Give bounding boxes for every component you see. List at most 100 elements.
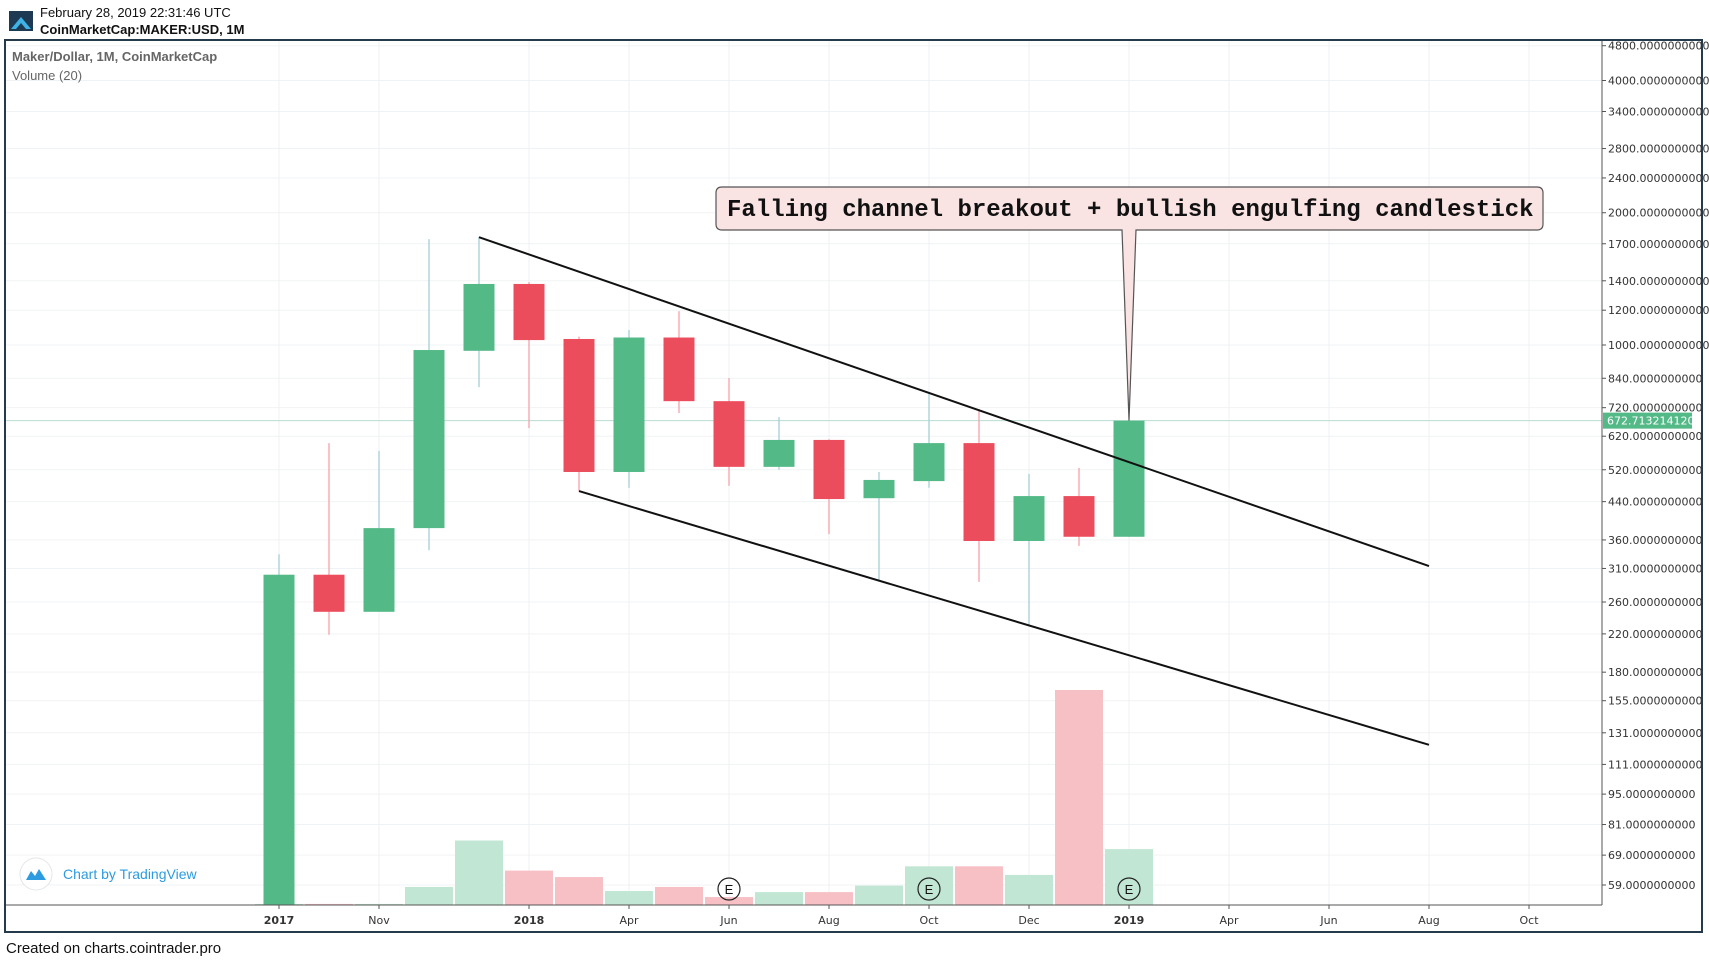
volume-bar — [1055, 690, 1103, 905]
time-tick-label: Dec — [1018, 914, 1039, 927]
tradingview-logo — [9, 11, 33, 31]
volume-bar — [305, 903, 353, 905]
price-tick-label: 131.0000000000 — [1608, 727, 1702, 740]
annotation[interactable]: Falling channel breakout + bullish engul… — [715, 186, 1544, 421]
price-tick-label: 155.0000000000 — [1608, 695, 1702, 708]
trendline — [478, 236, 1430, 567]
last-price-badge: 672.7132141200 — [1603, 412, 1701, 429]
watermark-text[interactable]: Chart by TradingView — [63, 866, 197, 882]
bearish-candle — [313, 574, 345, 612]
time-tick-label: 2018 — [514, 914, 545, 927]
last-price-bg — [1603, 412, 1692, 429]
last-price-label: 672.7132141200 — [1607, 415, 1701, 428]
bullish-candle — [263, 574, 295, 905]
tradingview-cloud-icon — [19, 857, 53, 891]
time-tick-label: Oct — [1519, 914, 1539, 927]
price-tick-label: 111.0000000000 — [1608, 758, 1702, 771]
grid — [6, 41, 1602, 905]
bullish-candle — [863, 479, 895, 499]
volume-series — [255, 690, 1153, 905]
footer-credit: Created on charts.cointrader.pro — [6, 940, 222, 957]
volume-bar — [355, 903, 403, 905]
bullish-candle — [763, 439, 795, 467]
price-tick-label: 3400.0000000000 — [1608, 105, 1709, 118]
event-label: E — [1125, 882, 1134, 897]
time-tick-label: Jun — [1319, 914, 1337, 927]
trendlines[interactable] — [478, 236, 1430, 746]
timestamp: February 28, 2019 22:31:46 UTC — [40, 5, 231, 20]
time-tick-label: Aug — [1418, 914, 1439, 927]
price-tick-label: 1200.0000000000 — [1608, 304, 1709, 317]
earnings-event-icon — [917, 877, 941, 901]
event-label: E — [725, 882, 734, 897]
volume-bar — [455, 840, 503, 905]
volume-bar — [555, 877, 603, 905]
price-tick-label: 59.0000000000 — [1608, 879, 1695, 892]
bearish-candle — [563, 338, 595, 472]
bearish-candle — [1063, 496, 1095, 537]
price-tick-label: 2800.0000000000 — [1608, 143, 1709, 156]
time-tick-label: Jun — [719, 914, 737, 927]
bearish-candle — [663, 337, 695, 402]
bullish-candle — [613, 337, 645, 472]
price-tick-label: 2400.0000000000 — [1608, 172, 1709, 185]
chart-frame — [4, 39, 1703, 933]
price-tick-label: 1400.0000000000 — [1608, 275, 1709, 288]
price-tick-label: 840.0000000000 — [1608, 372, 1702, 385]
volume-bar — [905, 866, 953, 905]
price-tick-label: 260.0000000000 — [1608, 596, 1702, 609]
volume-bar — [855, 885, 903, 905]
price-tick-label: 220.0000000000 — [1608, 628, 1702, 641]
time-tick-label: Apr — [1219, 914, 1239, 927]
price-tick-label: 95.0000000000 — [1608, 788, 1695, 801]
time-tick-label: Oct — [919, 914, 939, 927]
time-tick-label: 2019 — [1114, 914, 1145, 927]
volume-bar — [505, 870, 553, 905]
price-tick-label: 520.0000000000 — [1608, 464, 1702, 477]
bullish-candle — [363, 528, 395, 612]
price-axis[interactable]: 4800.0000000000 4000.0000000000 3400.00000… — [1602, 40, 1709, 892]
price-tick-label: 440.0000000000 — [1608, 496, 1702, 509]
event-label: E — [925, 882, 934, 897]
time-tick-label: 2017 — [264, 914, 295, 927]
bearish-candle — [513, 283, 545, 341]
price-tick-label: 69.0000000000 — [1608, 849, 1695, 862]
price-tick-label: 720.0000000000 — [1608, 402, 1702, 415]
candle-series — [263, 237, 1145, 905]
time-tick-label: Nov — [368, 914, 390, 927]
price-tick-label: 1000.0000000000 — [1608, 339, 1709, 352]
price-tick-label: 4800.0000000000 — [1608, 40, 1709, 53]
volume-bar — [705, 897, 753, 905]
price-tick-label: 310.0000000000 — [1608, 562, 1702, 575]
bullish-candle — [413, 350, 445, 529]
price-tick-label: 620.0000000000 — [1608, 430, 1702, 443]
time-axis[interactable]: 2017 Nov 2018 Apr Jun Aug Oct Dec 2019 Apr Jun Aug O… — [264, 905, 1540, 927]
volume-bar — [805, 892, 853, 905]
bearish-candle — [963, 443, 995, 541]
cloud-chart-glyph — [26, 869, 46, 880]
trendline — [578, 490, 1430, 746]
volume-bar — [955, 866, 1003, 905]
volume-bar — [605, 891, 653, 905]
volume-bar — [1105, 849, 1153, 905]
time-tick-label: Apr — [619, 914, 639, 927]
time-tick-label: Aug — [818, 914, 839, 927]
earnings-event-icon — [1117, 877, 1141, 901]
bullish-candle — [913, 443, 945, 482]
symbol-label: CoinMarketCap:MAKER:USD, 1M — [40, 22, 245, 37]
price-tick-label: 180.0000000000 — [1608, 666, 1702, 679]
annotation-callout — [715, 186, 1544, 421]
volume-bar — [1005, 874, 1053, 905]
annotation-text: Falling channel breakout + bullish engul… — [727, 197, 1534, 224]
price-tick-label: 360.0000000000 — [1608, 534, 1702, 547]
tradingview-watermark[interactable]: Chart by TradingView — [19, 857, 197, 891]
price-tick-label: 2000.0000000000 — [1608, 207, 1709, 220]
bullish-candle — [1013, 496, 1045, 541]
volume-bar — [755, 892, 803, 905]
bullish-candle — [1113, 420, 1145, 537]
volume-bar — [655, 886, 703, 905]
chart-title: Maker/Dollar, 1M, CoinMarketCap — [12, 49, 217, 64]
price-tick-label: 1700.0000000000 — [1608, 238, 1709, 251]
